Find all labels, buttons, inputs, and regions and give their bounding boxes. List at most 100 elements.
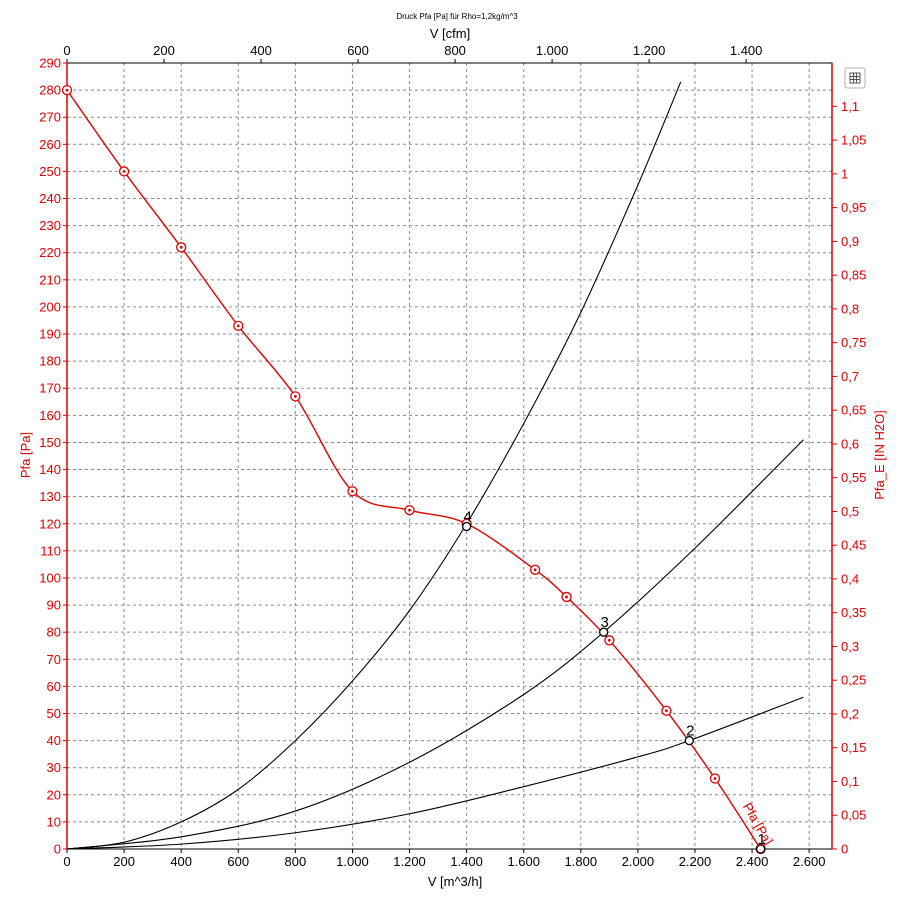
pressure-data-point — [604, 635, 615, 646]
y-tick-label: 70 — [47, 652, 61, 667]
y-tick-label: 180 — [39, 354, 61, 369]
y2-tick-label: 0,25 — [841, 673, 866, 688]
x2-tick-label: 600 — [347, 43, 369, 58]
bottom-axis-title: V [m^3/h] — [428, 874, 483, 889]
x-tick-label: 2.200 — [679, 854, 712, 869]
y2-tick-label: 0,1 — [841, 774, 859, 789]
y2-tick-label: 0,05 — [841, 808, 866, 823]
pressure-data-point — [529, 564, 541, 575]
table-export-icon[interactable] — [844, 67, 866, 89]
y-tick-label: 130 — [39, 489, 61, 504]
y-tick-label: 120 — [39, 516, 61, 531]
left-axis-title: Pfa [Pa] — [18, 432, 33, 478]
y-tick-label: 0 — [54, 842, 61, 857]
y-tick-label: 30 — [47, 760, 61, 775]
y2-tick-label: 0,6 — [841, 436, 859, 451]
y2-tick-label: 1 — [841, 166, 848, 181]
y2-tick-label: 0,5 — [841, 504, 859, 519]
y-tick-label: 90 — [47, 598, 61, 613]
y2-tick-label: 1,05 — [841, 133, 866, 148]
y2-tick-label: 0,85 — [841, 268, 866, 283]
operating-points: 1 2 3 4 — [461, 508, 766, 854]
pressure-data-point — [118, 166, 130, 177]
pressure-data-point — [290, 391, 301, 402]
operating-point-label: 4 — [463, 508, 471, 525]
y-tick-label: 60 — [47, 679, 61, 694]
y2-tick-label: 0,9 — [841, 234, 859, 249]
y2-tick-label: 0,15 — [841, 740, 866, 755]
pressure-data-point — [404, 505, 415, 516]
x2-tick-label: 200 — [153, 43, 175, 58]
pressure-data-point — [661, 705, 672, 716]
x-tick-label: 1.000 — [336, 854, 369, 869]
operating-point-marker — [461, 521, 472, 532]
operating-point-label: 3 — [600, 614, 608, 631]
y-tick-label: 260 — [39, 137, 61, 152]
y2-tick-label: 0,45 — [841, 538, 866, 553]
x-tick-label: 2.000 — [622, 854, 655, 869]
x-tick-label: 1.800 — [565, 854, 598, 869]
x-tick-label: 200 — [113, 854, 135, 869]
y2-tick-label: 0,55 — [841, 470, 866, 485]
x2-tick-label: 800 — [444, 43, 466, 58]
y-tick-label: 100 — [39, 570, 61, 585]
x-tick-label: 400 — [170, 854, 192, 869]
x-tick-label: 0 — [63, 854, 70, 869]
grid — [67, 63, 832, 849]
x-tick-label: 600 — [227, 854, 249, 869]
y-tick-label: 240 — [39, 191, 61, 206]
y2-tick-label: 0,75 — [841, 335, 866, 350]
y-tick-label: 10 — [47, 814, 61, 829]
y-tick-label: 80 — [47, 625, 61, 640]
y-tick-label: 200 — [39, 299, 61, 314]
x2-tick-label: 1.000 — [536, 43, 569, 58]
y-tick-label: 150 — [39, 435, 61, 450]
series — [61, 81, 804, 855]
chart-title: Druck Pfa [Pa] für Rho=1,2kg/m^3 — [396, 12, 518, 21]
y-tick-label: 250 — [39, 164, 61, 179]
system-curve-line — [66, 81, 682, 850]
pressure-data-point — [347, 486, 358, 497]
y2-tick-label: 0,95 — [841, 200, 866, 215]
y-tick-label: 280 — [39, 83, 61, 98]
y-tick-label: 270 — [39, 110, 61, 125]
system-curve-line — [66, 696, 804, 850]
x-tick-label: 2.600 — [793, 854, 826, 869]
x-tick-label: 800 — [285, 854, 307, 869]
x2-tick-label: 0 — [63, 43, 70, 58]
system-curve-line — [66, 439, 804, 850]
y-tick-label: 160 — [39, 408, 61, 423]
x-tick-label: 1.600 — [507, 854, 540, 869]
y-tick-label: 50 — [47, 706, 61, 721]
y2-tick-label: 0,35 — [841, 605, 866, 620]
pressure-data-point — [176, 242, 187, 253]
y2-tick-label: 0,65 — [841, 403, 866, 418]
y2-tick-label: 0,7 — [841, 369, 859, 384]
y2-tick-label: 0,3 — [841, 639, 859, 654]
right-axis-title: Pfa_E [IN H2O] — [872, 410, 887, 500]
y-tick-label: 290 — [39, 56, 61, 71]
operating-point-marker — [684, 735, 694, 746]
pressure-data-point — [61, 84, 73, 96]
y2-tick-label: 0 — [841, 842, 848, 857]
y-tick-label: 110 — [40, 543, 61, 558]
y-tick-label: 210 — [39, 272, 61, 287]
x2-tick-label: 1.200 — [633, 43, 666, 58]
y-tick-label: 20 — [47, 787, 61, 802]
x-tick-label: 2.400 — [736, 854, 769, 869]
operating-point-label: 1 — [757, 831, 765, 848]
y-tick-label: 220 — [39, 245, 61, 260]
pressure-data-point — [561, 591, 572, 603]
y2-tick-label: 0,8 — [841, 301, 859, 316]
y-tick-label: 230 — [39, 218, 61, 233]
operating-point-marker — [598, 627, 609, 637]
operating-point-label: 2 — [686, 723, 694, 740]
y2-tick-label: 0,4 — [841, 571, 859, 586]
pressure-data-point — [709, 773, 721, 784]
y-tick-label: 140 — [39, 462, 61, 477]
top-axis-title: V [cfm] — [430, 26, 470, 41]
x2-tick-label: 1.400 — [730, 43, 763, 58]
y2-tick-label: 1,1 — [841, 99, 859, 114]
operating-point-marker — [755, 844, 766, 854]
axis-ticks: 0 200 400 600 800 1.000 1.200 1.400 1.600 1.800 2.… — [39, 43, 866, 869]
